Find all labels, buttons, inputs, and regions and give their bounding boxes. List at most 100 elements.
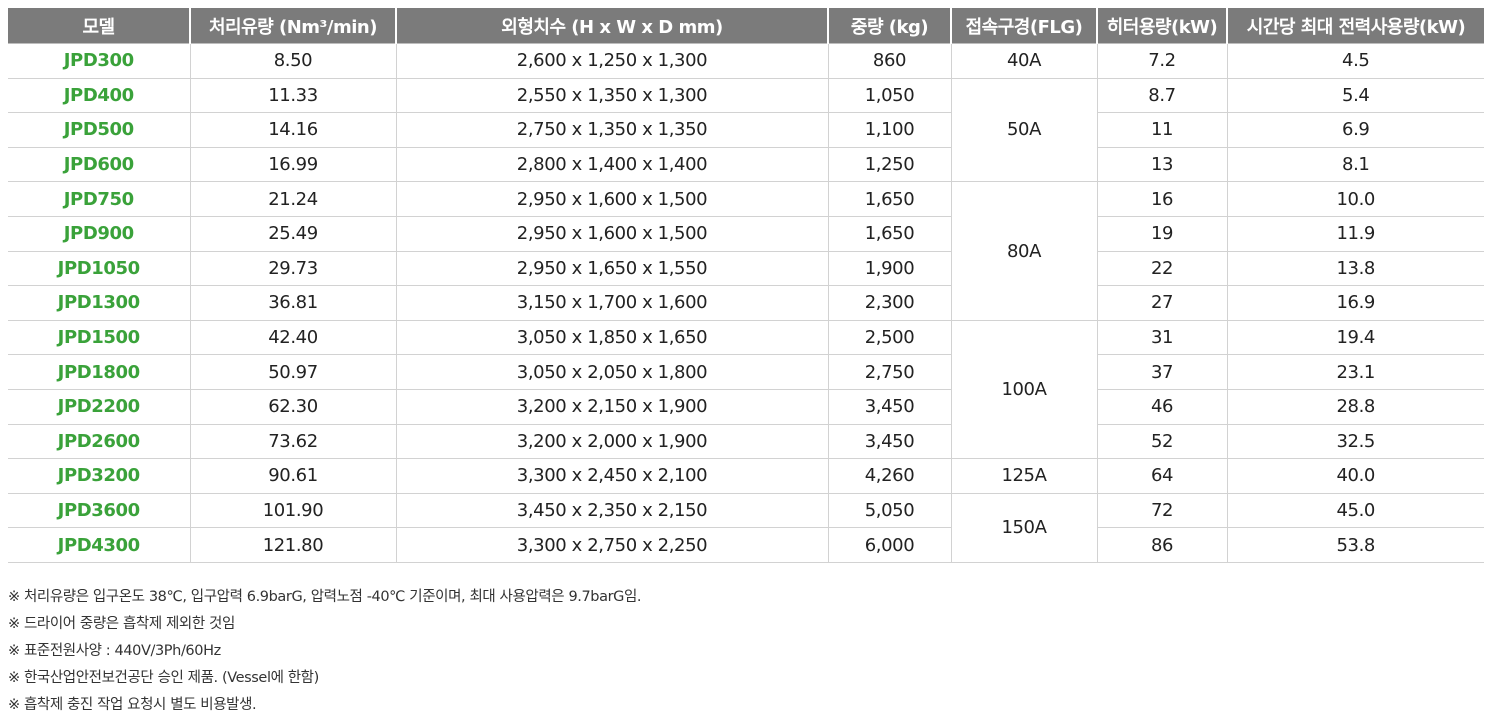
table-row: JPD300 8.50 2,600 x 1,250 x 1,300 860 40A 7.2… [8,43,1484,79]
weight-cell: 1,250 [827,147,951,183]
power-cell: 19.4 [1226,320,1484,356]
flow-cell: 11.33 [189,78,396,114]
power-cell: 4.5 [1226,43,1484,79]
dims-cell: 3,050 x 2,050 x 1,800 [395,354,828,390]
flow-cell: 62.30 [189,389,396,425]
heater-cell: 27 [1096,285,1227,321]
power-cell: 11.9 [1226,216,1484,252]
heater-cell: 22 [1096,251,1227,287]
footnotes: ※ 처리유량은 입구온도 38℃, 입구압력 6.9barG, 압력노점 -40… [8,586,642,721]
power-cell: 6.9 [1226,112,1484,148]
heater-cell: 16 [1096,181,1227,217]
footnote: ※ 한국산업안전보건공단 승인 제품. (Vessel에 한함) [8,670,319,686]
heater-cell: 8.7 [1096,78,1227,114]
header-model: 모델 [8,8,190,44]
weight-cell: 2,300 [827,285,951,321]
weight-cell: 1,650 [827,181,951,217]
spec-sheet: 모델 처리유량 (Nm³/min) 외형치수 (H x W x D mm) 중량… [8,8,1484,563]
weight-cell: 2,750 [827,354,951,390]
dims-cell: 2,950 x 1,600 x 1,500 [395,216,828,252]
table-row: JPD600 16.99 2,800 x 1,400 x 1,400 1,250 13 8… [8,147,1484,183]
header-row: 모델 처리유량 (Nm³/min) 외형치수 (H x W x D mm) 중량… [8,8,1484,44]
header-dims: 외형치수 (H x W x D mm) [395,8,828,44]
dims-cell: 3,200 x 2,000 x 1,900 [395,424,828,460]
dims-cell: 2,550 x 1,350 x 1,300 [395,78,828,114]
model-cell: JPD500 [8,112,190,148]
dims-cell: 2,950 x 1,600 x 1,500 [395,181,828,217]
model-cell: JPD3600 [8,493,190,529]
weight-cell: 1,650 [827,216,951,252]
footnote: ※ 흡착제 충진 작업 요청시 별도 비용발생. [8,697,257,713]
power-cell: 45.0 [1226,493,1484,529]
power-cell: 8.1 [1226,147,1484,183]
model-cell: JPD2200 [8,389,190,425]
header-flow: 처리유량 (Nm³/min) [189,8,396,44]
dims-cell: 2,750 x 1,350 x 1,350 [395,112,828,148]
flow-cell: 42.40 [189,320,396,356]
table-row: JPD400 11.33 2,550 x 1,350 x 1,300 1,050 50A… [8,78,1484,183]
flow-cell: 90.61 [189,458,396,494]
footnote: ※ 표준전원사양 : 440V/3Ph/60Hz [8,643,221,659]
dims-cell: 2,600 x 1,250 x 1,300 [395,43,828,79]
model-cell: JPD300 [8,43,190,79]
heater-cell: 7.2 [1096,43,1227,79]
model-cell: JPD750 [8,181,190,217]
dims-cell: 3,450 x 2,350 x 2,150 [395,493,828,529]
flow-cell: 14.16 [189,112,396,148]
heater-cell: 37 [1096,354,1227,390]
power-cell: 10.0 [1226,181,1484,217]
table-row: JPD4300 121.80 3,300 x 2,750 x 2,250 6,000 8… [8,527,1484,563]
model-cell: JPD400 [8,78,190,114]
footnote: ※ 처리유량은 입구온도 38℃, 입구압력 6.9barG, 압력노점 -40… [8,589,642,605]
heater-cell: 19 [1096,216,1227,252]
weight-cell: 6,000 [827,527,951,563]
model-cell: JPD1300 [8,285,190,321]
header-heater: 히터용량(kW) [1096,8,1227,44]
heater-cell: 86 [1096,527,1227,563]
heater-cell: 13 [1096,147,1227,183]
weight-cell: 1,100 [827,112,951,148]
flow-cell: 50.97 [189,354,396,390]
flow-cell: 21.24 [189,181,396,217]
weight-cell: 1,900 [827,251,951,287]
heater-cell: 46 [1096,389,1227,425]
flange-cell: 40A [950,43,1097,79]
table-row: JPD2200 62.30 3,200 x 2,150 x 1,900 3,450 46… [8,389,1484,425]
model-cell: JPD900 [8,216,190,252]
flange-cell: 150A [950,493,1097,563]
weight-cell: 2,500 [827,320,951,356]
dims-cell: 3,200 x 2,150 x 1,900 [395,389,828,425]
header-flange: 접속구경(FLG) [950,8,1097,44]
table-row: JPD500 14.16 2,750 x 1,350 x 1,350 1,100 11 6… [8,112,1484,148]
power-cell: 13.8 [1226,251,1484,287]
dims-cell: 3,050 x 1,850 x 1,650 [395,320,828,356]
table-row: JPD900 25.49 2,950 x 1,600 x 1,500 1,650 19 1… [8,216,1484,252]
table-row: JPD3600 101.90 3,450 x 2,350 x 2,150 5,050 1… [8,493,1484,563]
header-weight: 중량 (kg) [827,8,951,44]
table-row: JPD1050 29.73 2,950 x 1,650 x 1,550 1,900 22… [8,251,1484,287]
model-cell: JPD600 [8,147,190,183]
model-cell: JPD2600 [8,424,190,460]
footnote: ※ 드라이어 중량은 흡착제 제외한 것임 [8,616,235,632]
flow-cell: 101.90 [189,493,396,529]
weight-cell: 1,050 [827,78,951,114]
spec-table: 모델 처리유량 (Nm³/min) 외형치수 (H x W x D mm) 중량… [8,8,1484,563]
weight-cell: 5,050 [827,493,951,529]
table-body: JPD300 8.50 2,600 x 1,250 x 1,300 860 40A 7.2… [8,43,1484,563]
flange-cell: 80A [950,181,1097,321]
flow-cell: 36.81 [189,285,396,321]
power-cell: 16.9 [1226,285,1484,321]
power-cell: 23.1 [1226,354,1484,390]
power-cell: 40.0 [1226,458,1484,494]
flow-cell: 25.49 [189,216,396,252]
flange-cell: 100A [950,320,1097,460]
power-cell: 32.5 [1226,424,1484,460]
power-cell: 28.8 [1226,389,1484,425]
flange-cell: 125A [950,458,1097,494]
table-row: JPD750 21.24 2,950 x 1,600 x 1,500 1,650 80A… [8,181,1484,321]
dims-cell: 3,150 x 1,700 x 1,600 [395,285,828,321]
heater-cell: 11 [1096,112,1227,148]
heater-cell: 64 [1096,458,1227,494]
weight-cell: 3,450 [827,424,951,460]
flow-cell: 121.80 [189,527,396,563]
